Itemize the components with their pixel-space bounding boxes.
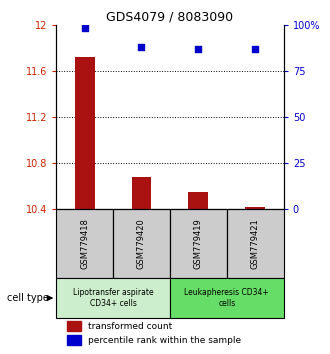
Bar [67, 321, 81, 331]
Bar [227, 209, 284, 278]
Bar [56, 209, 113, 278]
Text: GSM779418: GSM779418 [80, 218, 89, 269]
Bar [170, 278, 284, 318]
Bar [67, 336, 81, 346]
Point [196, 46, 201, 52]
Bar [188, 192, 208, 209]
Bar [170, 209, 227, 278]
Text: GSM779420: GSM779420 [137, 218, 146, 269]
Point [82, 25, 87, 31]
Text: transformed count: transformed count [88, 322, 172, 331]
Point [139, 44, 144, 50]
Bar [56, 278, 170, 318]
Text: Lipotransfer aspirate
CD34+ cells: Lipotransfer aspirate CD34+ cells [73, 288, 153, 308]
Bar [246, 207, 265, 209]
Point [253, 46, 258, 52]
Text: GSM779419: GSM779419 [194, 218, 203, 269]
Bar [113, 209, 170, 278]
Text: Leukapheresis CD34+
cells: Leukapheresis CD34+ cells [184, 288, 269, 308]
Text: cell type: cell type [7, 293, 49, 303]
Title: GDS4079 / 8083090: GDS4079 / 8083090 [106, 11, 234, 24]
Bar [132, 177, 151, 209]
Text: percentile rank within the sample: percentile rank within the sample [88, 336, 241, 345]
Bar [75, 57, 94, 209]
Text: GSM779421: GSM779421 [251, 218, 260, 269]
